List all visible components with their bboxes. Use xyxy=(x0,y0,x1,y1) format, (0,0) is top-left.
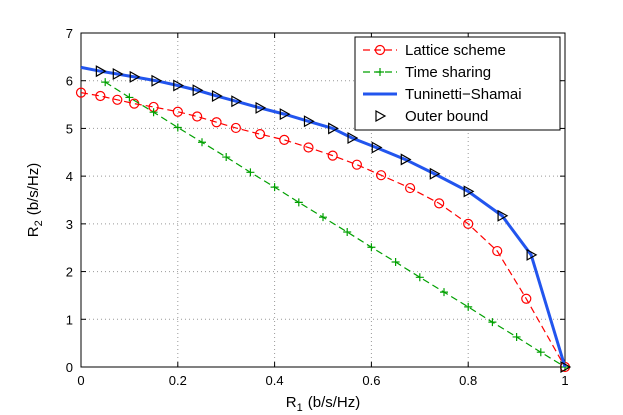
point-marker xyxy=(375,170,387,181)
point-marker xyxy=(536,348,545,357)
legend-label: Lattice scheme xyxy=(405,42,506,59)
axes-box xyxy=(80,32,566,368)
y-axis-label-main: R xyxy=(25,226,42,237)
y-tick-label: 5 xyxy=(66,121,73,136)
point-marker xyxy=(254,129,266,140)
point-marker xyxy=(112,94,123,105)
point-marker xyxy=(246,168,255,177)
point-marker xyxy=(125,93,134,102)
x-tick-label: 1 xyxy=(561,373,568,388)
point-marker xyxy=(95,65,107,78)
y-axis-label: R2 (b/s/Hz) xyxy=(25,163,45,237)
point-marker xyxy=(230,122,241,134)
point-marker xyxy=(343,227,352,236)
point-marker xyxy=(198,138,206,147)
point-marker xyxy=(173,123,182,132)
point-marker xyxy=(279,108,291,121)
legend-marker xyxy=(374,44,386,56)
point-marker xyxy=(512,332,521,341)
point-marker xyxy=(211,117,222,128)
point-marker xyxy=(211,89,223,103)
point-marker xyxy=(75,87,87,98)
point-marker xyxy=(497,209,509,222)
x-tick-label: 0.4 xyxy=(266,373,284,388)
point-marker xyxy=(415,273,424,282)
point-marker xyxy=(303,115,315,128)
point-marker xyxy=(327,150,338,161)
legend-label: Time sharing xyxy=(405,64,491,81)
point-marker xyxy=(560,360,572,374)
point-marker xyxy=(222,153,231,162)
legend-label: Tuninetti−Shamai xyxy=(405,86,522,103)
y-tick-label: 6 xyxy=(66,74,73,89)
y-tick-label: 0 xyxy=(66,360,73,375)
legend-marker xyxy=(376,68,384,76)
point-marker xyxy=(151,74,163,87)
point-marker xyxy=(192,84,204,97)
point-marker xyxy=(95,90,106,102)
point-marker xyxy=(463,218,474,229)
x-axis-label-unit: (b/s/Hz) xyxy=(308,394,361,411)
series-line xyxy=(80,65,567,368)
point-marker xyxy=(434,198,445,209)
legend-marker xyxy=(375,109,387,123)
point-marker xyxy=(192,111,203,122)
point-marker xyxy=(129,70,141,83)
y-tick-label: 7 xyxy=(66,26,73,41)
point-marker xyxy=(463,185,475,198)
point-marker xyxy=(488,318,497,327)
point-marker xyxy=(526,248,538,261)
y-tick-label: 1 xyxy=(66,312,73,327)
point-marker xyxy=(405,182,416,194)
point-marker xyxy=(172,106,183,117)
x-axis-label-sub: 1 xyxy=(297,402,303,414)
point-marker xyxy=(371,141,383,154)
point-marker xyxy=(492,245,503,257)
x-tick-label: 0 xyxy=(77,373,84,388)
y-tick-label: 3 xyxy=(66,217,73,232)
x-axis-label: R1 (b/s/Hz) xyxy=(286,394,360,414)
point-marker xyxy=(521,293,532,304)
series-line xyxy=(104,81,566,368)
point-marker xyxy=(149,108,158,117)
point-marker xyxy=(429,167,441,180)
point-marker xyxy=(112,68,124,81)
point-marker xyxy=(319,213,327,222)
y-axis-label-sub: 2 xyxy=(33,220,45,226)
point-marker xyxy=(440,288,448,297)
y-axis-label-unit: (b/s/Hz) xyxy=(25,163,42,216)
legend-label: Outer bound xyxy=(405,108,488,125)
point-marker xyxy=(101,78,110,87)
y-tick-label: 2 xyxy=(66,265,73,280)
point-marker xyxy=(400,153,412,166)
legend-box xyxy=(354,36,561,131)
point-marker xyxy=(367,243,376,252)
point-marker xyxy=(328,122,339,135)
point-marker xyxy=(255,101,267,114)
point-marker xyxy=(391,258,400,267)
point-marker xyxy=(173,79,185,92)
point-marker xyxy=(347,131,359,144)
point-marker xyxy=(270,183,279,192)
point-marker xyxy=(303,142,314,153)
x-tick-label: 0.8 xyxy=(459,373,477,388)
point-marker xyxy=(464,302,473,311)
point-marker xyxy=(231,95,243,108)
x-axis-label-main: R xyxy=(286,394,297,411)
point-marker xyxy=(351,159,362,170)
x-tick-label: 0.2 xyxy=(169,373,187,388)
point-marker xyxy=(279,134,290,145)
x-tick-label: 0.6 xyxy=(362,373,380,388)
series-line xyxy=(80,92,566,368)
point-marker xyxy=(294,198,303,207)
y-tick-label: 4 xyxy=(66,169,73,184)
